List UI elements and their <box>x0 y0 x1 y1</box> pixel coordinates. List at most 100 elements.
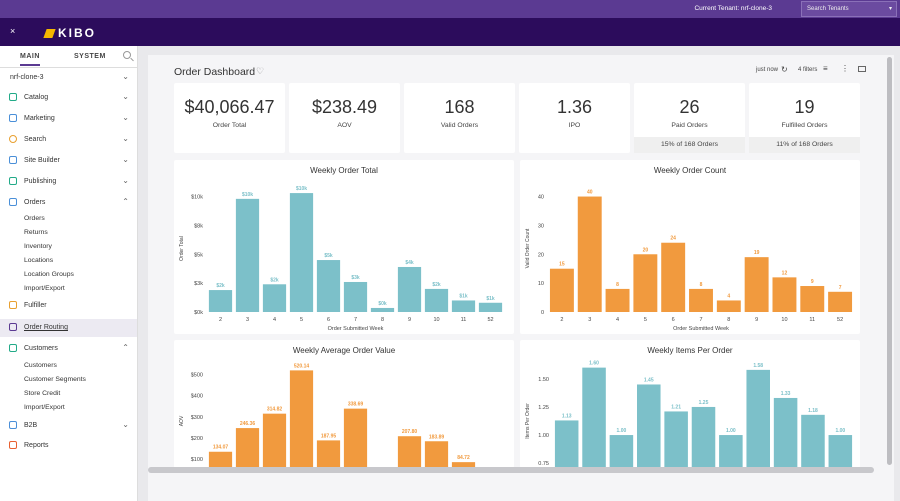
bar <box>343 408 368 468</box>
kpi-valid-orders: 168 Valid Orders <box>404 83 515 153</box>
search-icon[interactable] <box>123 51 131 59</box>
current-tenant: Current Tenant: nrf-clone-3 <box>694 5 772 12</box>
data-label: $3k <box>351 275 360 281</box>
sidebar-item-catalog[interactable]: Catalog ⌄ <box>0 91 137 105</box>
bar <box>451 462 476 468</box>
x-tick-label: 7 <box>354 317 357 323</box>
bar <box>773 397 798 468</box>
tenant-bar: Current Tenant: nrf-clone-3 Search Tenan… <box>0 0 900 18</box>
bar <box>289 370 314 468</box>
sidebar-subitem-customers[interactable]: Customers <box>24 362 57 369</box>
app-header: × KIBO <box>0 18 900 46</box>
sidebar-subitem-store-credit[interactable]: Store Credit <box>24 390 61 397</box>
refresh-icon[interactable]: ↻ <box>781 65 788 74</box>
close-icon[interactable]: × <box>10 26 16 36</box>
chevron-up-icon: ⌃ <box>122 343 129 352</box>
sidebar: MAIN SYSTEM nrf-clone-3 ⌄ Catalog ⌄ Market… <box>0 46 138 501</box>
data-label: $2k <box>270 277 279 283</box>
bar <box>316 260 341 312</box>
y-tick-label: 20 <box>538 252 544 258</box>
data-label: 12 <box>782 270 788 276</box>
x-tick-label: 8 <box>381 317 384 323</box>
bar <box>800 286 825 312</box>
chevron-down-icon: ⌄ <box>122 420 129 429</box>
y-tick-label: $100 <box>191 457 203 463</box>
sidebar-subitem-import-export[interactable]: Import/Export <box>24 285 65 292</box>
data-label: $2k <box>216 283 225 289</box>
favorite-icon[interactable]: ♡ <box>256 66 265 76</box>
more-icon[interactable]: ⋮ <box>841 64 849 73</box>
data-label: 24 <box>670 236 676 242</box>
sidebar-subitem-returns[interactable]: Returns <box>24 229 48 236</box>
data-label: 1.45 <box>644 377 654 383</box>
chart-weekly-order-count: Weekly Order Count 0 10 20 30 40 15 2 40 3 8 4 20 5 24… <box>520 160 860 334</box>
data-label: 338.69 <box>348 402 364 408</box>
y-tick-label: 1.00 <box>538 433 549 439</box>
sidebar-item-reports[interactable]: Reports <box>0 439 137 453</box>
y-axis-label: Items Per Order <box>525 403 531 439</box>
y-tick-label: 0.75 <box>538 461 549 467</box>
data-label: 1.00 <box>726 428 736 434</box>
data-label: 1.60 <box>589 361 599 367</box>
bar <box>746 369 770 468</box>
filters-link[interactable]: 4 filters <box>798 67 818 73</box>
dashboard-header: Order Dashboard ♡ just now ↻ 4 filters ≡… <box>148 55 894 85</box>
kpi-paid-orders: 26 Paid Orders 15% of 168 Orders <box>634 83 745 153</box>
bar <box>719 435 743 468</box>
sidebar-subitem-customer-segments[interactable]: Customer Segments <box>24 376 86 383</box>
marketing-icon <box>9 114 17 122</box>
sidebar-subitem-location-groups[interactable]: Location Groups <box>24 271 74 278</box>
reports-icon <box>9 441 17 449</box>
sidebar-subitem-locations[interactable]: Locations <box>24 257 54 264</box>
customers-icon <box>9 344 17 352</box>
x-axis-label: Order Submitted Week <box>328 326 384 332</box>
bar <box>577 196 602 312</box>
sidebar-item-orders[interactable]: Orders ⌃ <box>0 196 137 210</box>
chevron-down-icon: ⌄ <box>122 113 129 122</box>
y-tick-label: $0k <box>194 310 203 316</box>
chart-weekly-order-total: Weekly Order Total $0k $3k $5k $8k $10k $2k 2 $1… <box>174 160 514 334</box>
x-tick-label: 52 <box>487 317 493 323</box>
bar <box>828 435 853 468</box>
sidebar-item-customers[interactable]: Customers ⌃ <box>0 342 137 356</box>
horizontal-scrollbar[interactable] <box>148 467 874 473</box>
sidebar-item-publishing[interactable]: Publishing ⌄ <box>0 175 137 189</box>
bar <box>744 257 769 312</box>
page-title: Order Dashboard <box>174 66 256 78</box>
sidebar-item-marketing[interactable]: Marketing ⌄ <box>0 112 137 126</box>
sidebar-subitem-orders[interactable]: Orders <box>24 215 45 222</box>
sidebar-item-b2b[interactable]: B2B ⌄ <box>0 419 137 433</box>
x-tick-label: 10 <box>781 317 787 323</box>
chevron-down-icon: ⌄ <box>122 72 129 81</box>
x-tick-label: 10 <box>433 317 439 323</box>
vertical-scrollbar[interactable] <box>887 57 892 465</box>
tab-main[interactable]: MAIN <box>20 53 40 66</box>
bar <box>397 436 422 468</box>
sidebar-item-fulfiller[interactable]: Fulfiller <box>0 299 137 313</box>
y-tick-label: $3k <box>194 281 203 287</box>
data-label: 207.80 <box>402 429 418 435</box>
chart-svg: $0k $3k $5k $8k $10k $2k 2 $10k 3 $2k 4 $10k 5 $5k 6 $3… <box>179 186 503 332</box>
tenant-search-select[interactable]: Search Tenants ▾ <box>801 1 897 17</box>
chart-svg: $500 $400 $300 $200 $100 134.07 246.36 314.82 52… <box>179 363 476 468</box>
data-label: 1.18 <box>808 408 818 414</box>
x-tick-label: 52 <box>837 317 843 323</box>
tenant-selector[interactable]: nrf-clone-3 ⌄ <box>10 72 129 81</box>
bar <box>689 288 713 312</box>
bar <box>262 413 287 468</box>
sidebar-item-site-builder[interactable]: Site Builder ⌄ <box>0 154 137 168</box>
y-tick-label: 1.50 <box>538 377 549 383</box>
filter-icon[interactable]: ≡ <box>823 64 828 73</box>
tab-system[interactable]: SYSTEM <box>74 53 106 60</box>
bar <box>605 288 630 312</box>
x-tick-label: 3 <box>588 317 591 323</box>
data-label: 1.25 <box>699 400 709 406</box>
data-label: $5k <box>324 253 333 259</box>
folder-icon[interactable] <box>858 66 866 72</box>
sidebar-subitem-inventory[interactable]: Inventory <box>24 243 52 250</box>
bar <box>343 281 368 312</box>
data-label: $1k <box>459 293 468 299</box>
sidebar-item-order-routing[interactable]: Order Routing <box>0 319 137 337</box>
sidebar-subitem-import-export[interactable]: Import/Export <box>24 404 65 411</box>
sidebar-item-search[interactable]: Search ⌄ <box>0 133 137 147</box>
